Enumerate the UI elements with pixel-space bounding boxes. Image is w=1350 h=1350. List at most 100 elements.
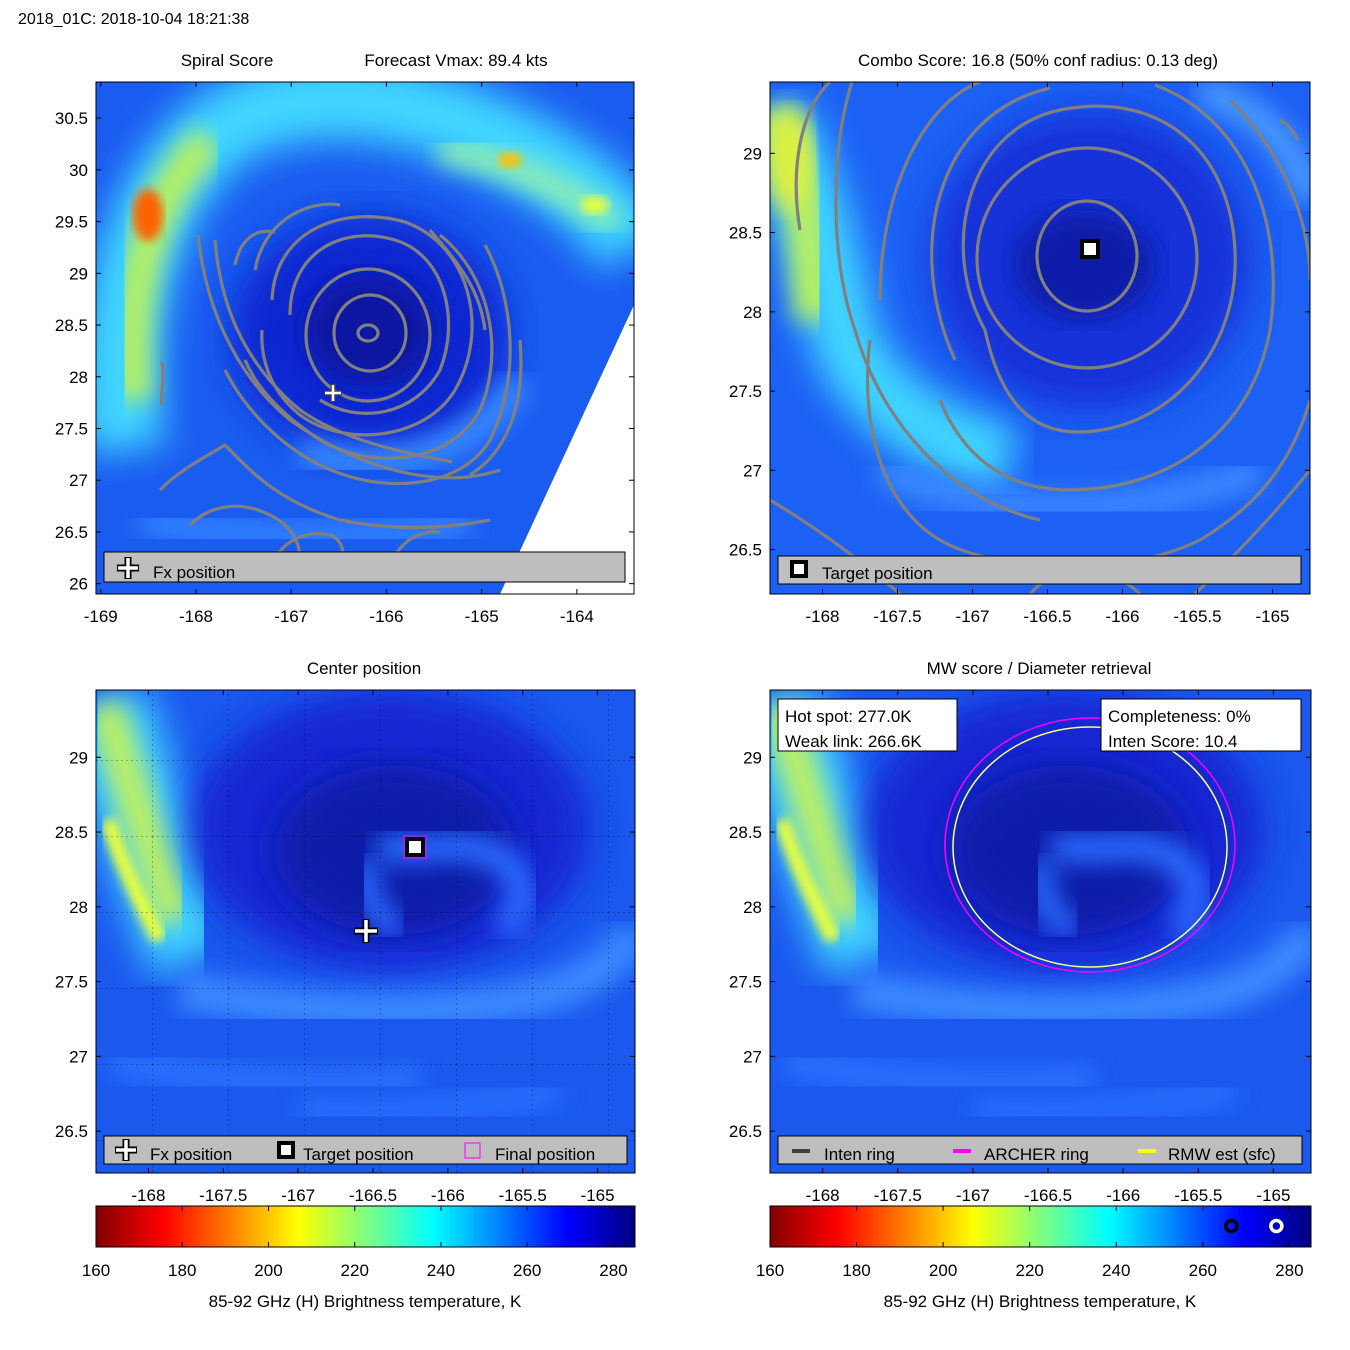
- colorbar-tick-label: 180: [842, 1261, 870, 1280]
- colorbar-tick-label: 220: [341, 1261, 369, 1280]
- spiral-score-panel: Fx position Spiral Score Forecast Vmax: …: [55, 51, 635, 626]
- combo-legend: Target position: [777, 555, 1302, 585]
- center-title: Center position: [307, 659, 421, 678]
- fx-position-marker: [324, 384, 342, 402]
- weak-link-marker: [1224, 1218, 1239, 1234]
- rmw-ring: [952, 726, 1228, 968]
- colorbar-tick-label: 160: [82, 1261, 110, 1280]
- x-tick-label: -167.5: [874, 1186, 922, 1205]
- fx-cross-icon: [117, 557, 139, 579]
- mw-axes: -168 -167.5 -167 -166.5 -166 -165.5 -165 29 28.5…: [729, 690, 1311, 1205]
- weak-link-text: Weak link: 266.6K: [785, 732, 922, 751]
- x-tick-label: -165.5: [1173, 607, 1221, 626]
- spiral-forecast-vmax: Forecast Vmax: 89.4 kts: [364, 51, 547, 70]
- y-tick-label: 28: [69, 898, 88, 917]
- y-tick-label: 27.5: [55, 420, 88, 439]
- x-tick-label: -167: [274, 607, 308, 626]
- colorbar-left-label: 85-92 GHz (H) Brightness temperature, K: [209, 1292, 522, 1311]
- colorbar-left-ticks: 160 180 200 220 240 260 280: [82, 1206, 628, 1280]
- x-tick-label: -165: [1256, 1186, 1290, 1205]
- x-tick-label: -167: [956, 1186, 990, 1205]
- colorbar-tick-label: 280: [1275, 1261, 1303, 1280]
- x-tick-label: -166.5: [1023, 607, 1071, 626]
- y-tick-label: 26.5: [55, 1122, 88, 1141]
- mw-title: MW score / Diameter retrieval: [927, 659, 1152, 678]
- x-tick-label: -166: [1105, 607, 1139, 626]
- y-tick-label: 30: [69, 161, 88, 180]
- spiral-title: Spiral Score: [181, 51, 274, 70]
- x-tick-label: -164: [560, 607, 594, 626]
- x-tick-label: -167.5: [199, 1186, 247, 1205]
- inten-score-text: Inten Score: 10.4: [1108, 732, 1237, 751]
- x-tick-label: -166: [1106, 1186, 1140, 1205]
- combo-score-panel: Target position Combo Score: 16.8 (50% c…: [729, 51, 1311, 626]
- colorbar-right-label: 85-92 GHz (H) Brightness temperature, K: [884, 1292, 1197, 1311]
- hot-spot-marker: [1269, 1218, 1284, 1234]
- mw-heatmap: [770, 690, 1311, 1173]
- center-target-marker: [403, 835, 427, 859]
- center-fx-marker: [354, 919, 378, 943]
- colorbar-tick-label: 260: [513, 1261, 541, 1280]
- mw-legend-rmw-label: RMW est (sfc): [1168, 1145, 1276, 1164]
- y-tick-label: 27.5: [55, 973, 88, 992]
- x-tick-label: -166: [369, 607, 403, 626]
- x-tick-label: -168: [806, 1186, 840, 1205]
- x-tick-label: -166.5: [1024, 1186, 1072, 1205]
- center-legend-final-label: Final position: [495, 1145, 595, 1164]
- x-tick-label: -165: [1255, 607, 1289, 626]
- spiral-heatmap: [96, 82, 634, 594]
- y-tick-label: 26.5: [729, 541, 762, 560]
- colorbar-tick-label: 220: [1015, 1261, 1043, 1280]
- x-tick-label: -167.5: [873, 607, 921, 626]
- colorbar-tick-label: 200: [254, 1261, 282, 1280]
- y-tick-label: 29: [743, 748, 762, 767]
- colorbar-tick-label: 240: [427, 1261, 455, 1280]
- y-tick-label: 28.5: [55, 316, 88, 335]
- y-tick-label: 28: [69, 368, 88, 387]
- x-tick-label: -165: [581, 1186, 615, 1205]
- y-tick-label: 29: [743, 144, 762, 163]
- y-tick-label: 27: [69, 1047, 88, 1066]
- x-tick-label: -168: [179, 607, 213, 626]
- y-tick-label: 26.5: [55, 523, 88, 542]
- y-tick-label: 27: [69, 471, 88, 490]
- colorbar-tick-label: 280: [599, 1261, 627, 1280]
- colorbar-right-ticks: 160 180 200 220 240 260 280: [756, 1206, 1304, 1280]
- colorbar-tick-label: 180: [168, 1261, 196, 1280]
- x-tick-label: -166: [431, 1186, 465, 1205]
- x-tick-label: -165.5: [499, 1186, 547, 1205]
- colorbar-tick-label: 200: [929, 1261, 957, 1280]
- hot-spot-box: Hot spot: 277.0K Weak link: 266.6K: [777, 698, 958, 752]
- center-legend: Fx position Target position Final positi…: [103, 1135, 628, 1165]
- y-tick-label: 28.5: [729, 823, 762, 842]
- completeness-text: Completeness: 0%: [1108, 707, 1251, 726]
- y-tick-label: 28.5: [55, 823, 88, 842]
- y-tick-label: 29: [69, 264, 88, 283]
- colorbar-right-markers: [1224, 1218, 1284, 1234]
- x-tick-label: -168: [805, 607, 839, 626]
- y-tick-label: 29.5: [55, 213, 88, 232]
- x-tick-label: -166.5: [349, 1186, 397, 1205]
- spiral-legend: Fx position: [103, 551, 626, 583]
- figure-title: 2018_01C: 2018-10-04 18:21:38: [18, 11, 250, 28]
- mw-score-panel: Hot spot: 277.0K Weak link: 266.6K Compl…: [729, 659, 1312, 1205]
- final-square-icon: [464, 1142, 481, 1159]
- x-tick-label: -167: [281, 1186, 315, 1205]
- spiral-legend-fx-label: Fx position: [153, 563, 235, 582]
- center-axes: -168 -167.5 -167 -166.5 -166 -165.5 -165 29 28.5…: [55, 690, 635, 1205]
- colorbar-left: 160 180 200 220 240 260 280 85-92 GHz (H) Brig…: [82, 1205, 636, 1311]
- y-tick-label: 30.5: [55, 109, 88, 128]
- x-tick-label: -167: [955, 607, 989, 626]
- colorbar-right: 160 180 200 220 240 260 280 85-92 GHz (H) Brig…: [756, 1205, 1312, 1311]
- spiral-axes: -169 -168 -167 -166 -165 -164 30.5 30 29.5 29 28.5…: [55, 82, 634, 626]
- colorbar-tick-label: 160: [756, 1261, 784, 1280]
- combo-target-marker: [1080, 239, 1100, 259]
- combo-contours: [770, 82, 1310, 594]
- y-tick-label: 27: [743, 461, 762, 480]
- combo-heatmap: [770, 82, 1310, 594]
- center-position-panel: Fx position Target position Final positi…: [55, 659, 636, 1205]
- mw-legend-inten-label: Inten ring: [824, 1145, 895, 1164]
- y-tick-label: 28: [743, 303, 762, 322]
- x-tick-label: -165: [465, 607, 499, 626]
